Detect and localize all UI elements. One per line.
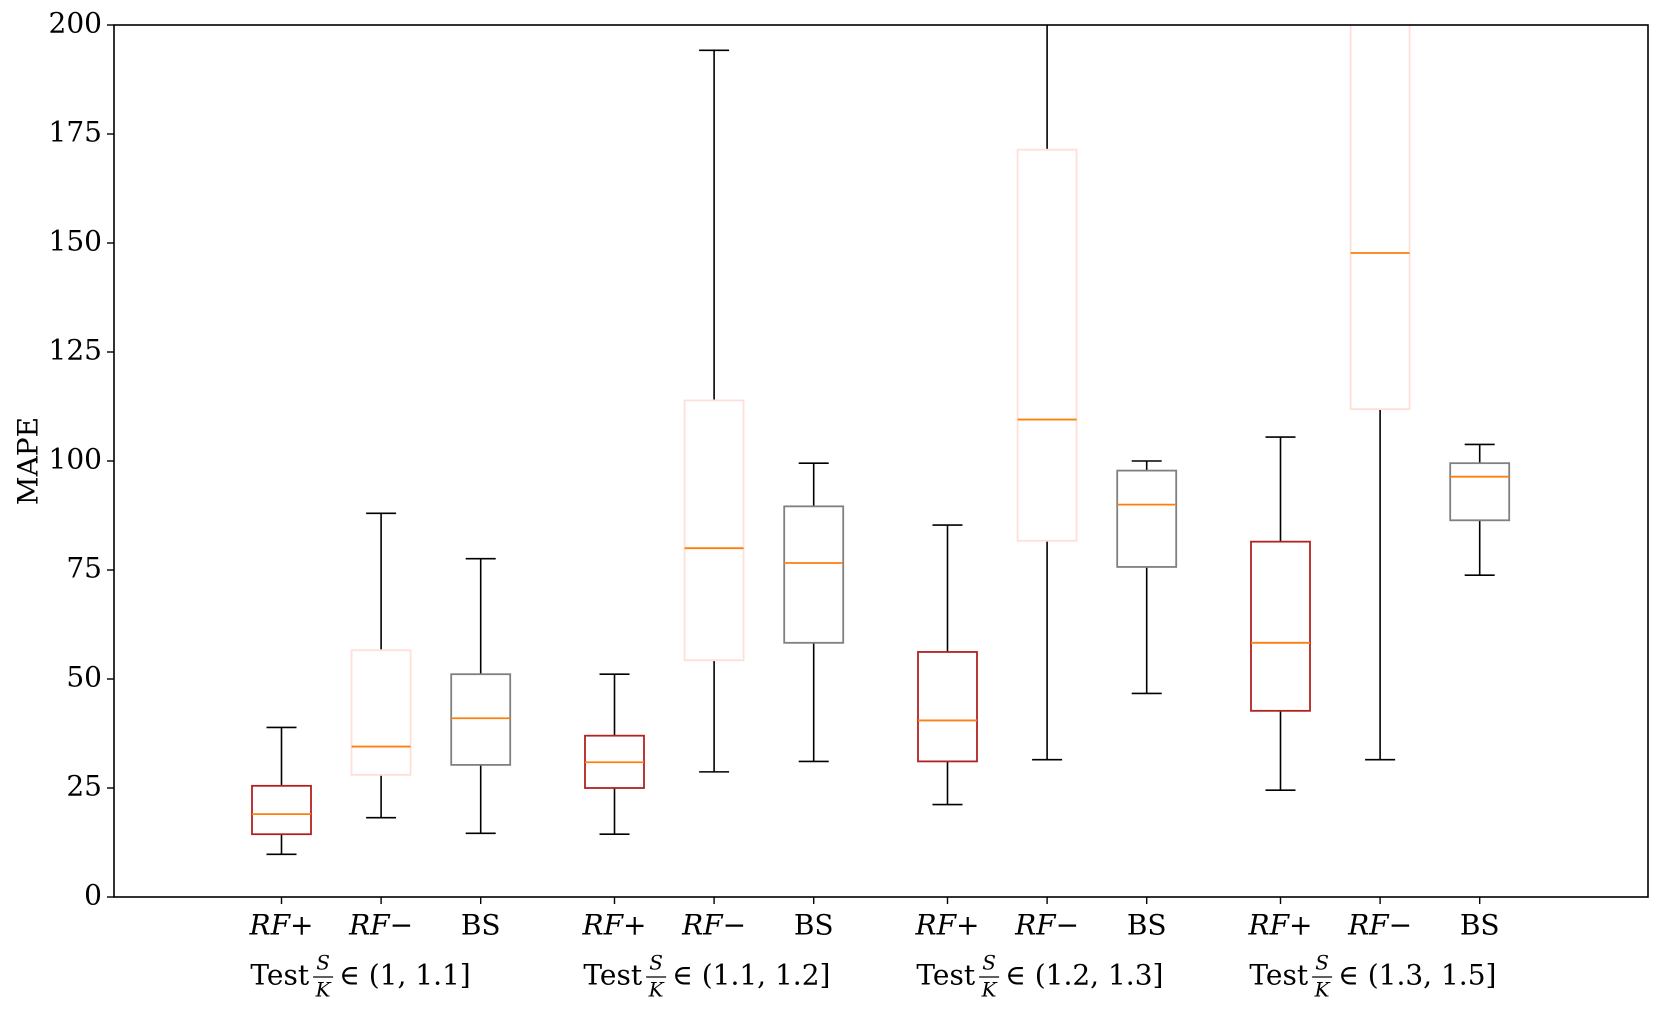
y-tick-label: 150	[49, 225, 102, 258]
y-tick-label: 0	[84, 879, 102, 912]
box	[917, 651, 978, 763]
group-label-suffix: ∈ (1, 1.1]	[339, 959, 471, 992]
box	[1449, 462, 1511, 522]
box	[1250, 540, 1311, 712]
group-label-prefix: Test	[916, 959, 975, 992]
group-label-prefix: Test	[250, 959, 309, 992]
box	[783, 505, 845, 644]
group-label-num: S	[1315, 951, 1329, 975]
plot-area	[251, 25, 1511, 856]
y-tick-label: 200	[49, 7, 102, 40]
group-label-den: K	[1314, 978, 1331, 1002]
box	[450, 673, 512, 766]
x-tick-label: RF+	[915, 909, 980, 942]
x-tick-label: RF+	[582, 909, 647, 942]
x-tick-label: RF−	[348, 909, 413, 942]
group-label-den: K	[648, 978, 665, 1002]
y-tick-label: 75	[66, 552, 102, 585]
y-tick-label: 100	[49, 443, 102, 476]
group-label-num: S	[649, 951, 663, 975]
y-tick-label: 125	[49, 334, 102, 367]
group-label-prefix: Test	[583, 959, 642, 992]
box	[350, 649, 412, 776]
box	[1116, 469, 1178, 568]
x-tick-label: RF−	[681, 909, 746, 942]
x-tick-label: BS	[794, 909, 834, 942]
box	[251, 784, 312, 836]
group-label-num: S	[982, 951, 996, 975]
group-label-den: K	[981, 978, 998, 1002]
x-tick-label: BS	[1127, 909, 1167, 942]
group-label-num: S	[316, 951, 330, 975]
group-label-den: K	[315, 978, 332, 1002]
group-label-suffix: ∈ (1.3, 1.5]	[1338, 959, 1496, 992]
y-tick-label: 50	[66, 661, 102, 694]
x-tick-label: RF−	[1014, 909, 1079, 942]
group-label-suffix: ∈ (1.2, 1.3]	[1005, 959, 1163, 992]
box	[1016, 148, 1078, 542]
group-label-prefix: Test	[1249, 959, 1308, 992]
x-tick-label: BS	[1460, 909, 1500, 942]
group-label-suffix: ∈ (1.1, 1.2]	[672, 959, 830, 992]
x-tick-label: BS	[461, 909, 501, 942]
x-tick-label: RF−	[1347, 909, 1412, 942]
box	[1349, 25, 1411, 411]
y-tick-label: 175	[49, 116, 102, 149]
x-tick-label: RF+	[1248, 909, 1313, 942]
x-tick-label: RF+	[249, 909, 314, 942]
y-tick-label: 25	[66, 770, 102, 803]
box	[683, 399, 745, 662]
plot-frame	[113, 24, 1649, 898]
y-axis-label: MAPE	[12, 417, 45, 505]
